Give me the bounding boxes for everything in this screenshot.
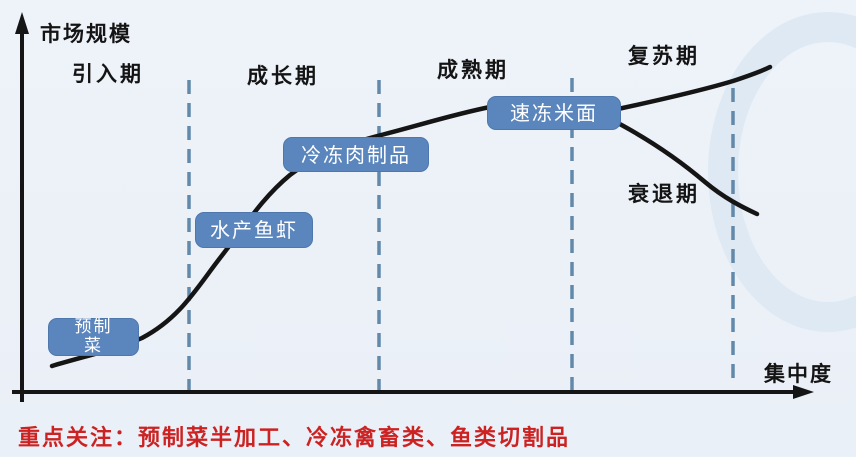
milestone-box-frozen-meat: 冷冻肉制品 xyxy=(283,137,429,172)
y-axis-arrow-icon xyxy=(15,12,29,34)
phase-label-maturity: 成熟期 xyxy=(437,57,509,82)
phase-label-growth: 成长期 xyxy=(247,63,319,88)
lifecycle-main-curve xyxy=(49,96,568,369)
milestone-box-frozen-rice-noodles: 速冻米面 xyxy=(487,96,621,130)
milestone-label-line: 菜 xyxy=(84,336,103,356)
milestone-box-prepared-dishes: 预制 菜 xyxy=(48,318,139,356)
milestone-label: 冷冻肉制品 xyxy=(301,142,411,167)
milestone-label: 速冻米面 xyxy=(510,101,598,125)
x-axis-arrow-icon xyxy=(793,385,814,399)
milestone-label: 水产鱼虾 xyxy=(210,218,298,242)
recovery-branch-curve xyxy=(615,64,773,112)
phase-label-introduction: 引入期 xyxy=(72,61,144,86)
y-axis-label: 市场规模 xyxy=(40,21,132,46)
milestone-label-line: 预制 xyxy=(74,317,113,338)
decline-branch-curve xyxy=(613,119,760,217)
phase-label-decline: 衰退期 xyxy=(628,181,700,206)
milestone-box-aquatic-fish-shrimp: 水产鱼虾 xyxy=(195,212,313,248)
x-axis-label: 集中度 xyxy=(764,361,833,386)
phase-label-recovery: 复苏期 xyxy=(628,43,700,68)
key-focus-note: 重点关注：预制菜半加工、冷冻禽畜类、鱼类切割品 xyxy=(18,425,571,451)
